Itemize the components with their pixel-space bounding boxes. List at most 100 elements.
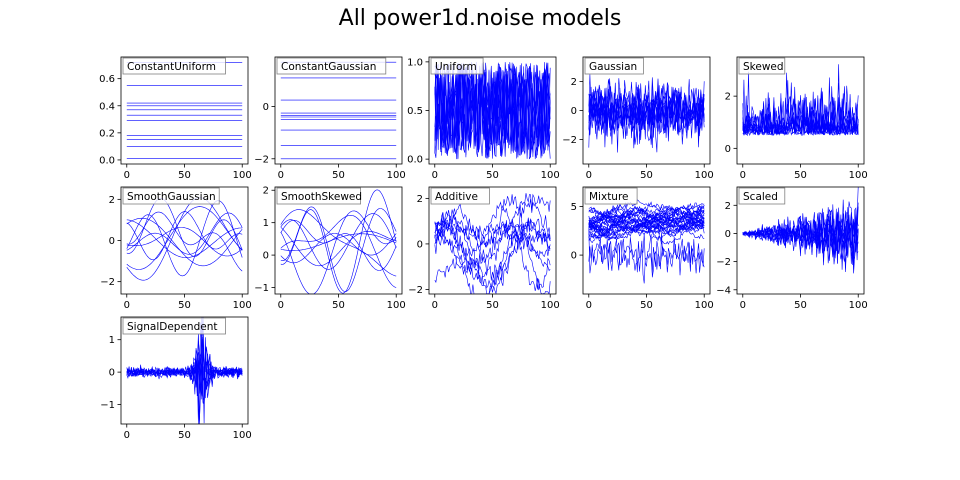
y-tick-label: 0 xyxy=(725,144,731,155)
series-line-5 xyxy=(280,233,397,251)
series-line-26 xyxy=(588,206,705,233)
subplot-smooth-skewed: 0 50 100 −1 0 1 2 SmoothSkewed xyxy=(254,186,406,311)
x-tick-label: 0 xyxy=(124,430,130,441)
subplot-additive: 0 50 100 −2 0 2 Additive xyxy=(408,186,560,311)
x-tick-label: 50 xyxy=(794,300,807,311)
x-tick-label: 0 xyxy=(278,170,284,181)
y-tick-label: 0 xyxy=(109,368,115,379)
x-tick-label: 50 xyxy=(178,300,191,311)
series-line-10 xyxy=(742,92,859,136)
series-line-10 xyxy=(126,206,243,270)
y-tick-label: −1 xyxy=(254,283,269,294)
series-line-10 xyxy=(434,62,551,160)
series-line-10 xyxy=(588,80,705,145)
panel-label: ConstantUniform xyxy=(127,61,216,73)
series-group xyxy=(126,317,243,424)
series-line-31 xyxy=(588,229,705,284)
series-line-10 xyxy=(434,217,551,272)
y-tick-label: 0.5 xyxy=(407,106,423,117)
panel-label-box xyxy=(276,57,387,75)
subplot-scaled: 0 50 100 −4 −2 0 2 Scaled xyxy=(716,186,868,311)
series-line-10 xyxy=(280,209,397,277)
series-line-7 xyxy=(126,337,243,424)
panel-label-box xyxy=(430,57,484,75)
series-line-3 xyxy=(280,206,397,293)
y-tick-label: 2 xyxy=(725,92,731,103)
subplot-skewed: 0 50 100 0 2 Skewed xyxy=(725,56,868,181)
series-group xyxy=(742,64,859,137)
subplot-constant-uniform: 0 50 100 0.0 0.2 0.4 0.6 ConstantUniform xyxy=(99,56,252,181)
series-line-2 xyxy=(434,213,551,294)
x-tick-label: 100 xyxy=(541,170,560,181)
x-tick-label: 50 xyxy=(332,300,345,311)
series-line-9 xyxy=(434,201,551,291)
series-line-8 xyxy=(742,79,859,136)
x-tick-label: 50 xyxy=(794,170,807,181)
series-line-9 xyxy=(126,198,243,257)
panel-label-box xyxy=(122,317,226,335)
panel-label-box xyxy=(122,187,220,205)
series-group xyxy=(588,74,705,153)
y-tick-label: −2 xyxy=(100,277,115,288)
y-tick-label: −2 xyxy=(716,257,731,268)
series-line-7 xyxy=(280,215,397,288)
panel-label: ConstantGaussian xyxy=(281,61,376,73)
x-tick-label: 100 xyxy=(233,300,252,311)
panel-label: Additive xyxy=(435,191,478,203)
series-line-5 xyxy=(434,193,551,284)
series-line-8 xyxy=(434,198,551,289)
y-tick-label: 1 xyxy=(263,218,269,229)
panel-label: Skewed xyxy=(743,61,784,73)
y-tick-label: 0 xyxy=(725,229,731,240)
y-tick-label: 0 xyxy=(571,251,577,262)
subplot-constant-gaussian: 0 50 100 −2 0 ConstantGaussian xyxy=(254,56,406,181)
y-tick-label: 1.0 xyxy=(407,57,423,68)
x-tick-label: 0 xyxy=(124,300,130,311)
y-tick-label: −2 xyxy=(562,135,577,146)
y-tick-label: 1 xyxy=(109,335,115,346)
series-line-30 xyxy=(588,209,705,227)
series-line-9 xyxy=(434,61,551,160)
y-tick-label: 0 xyxy=(417,239,423,250)
y-tick-label: 2 xyxy=(725,201,731,212)
series-group xyxy=(742,187,859,274)
series-group xyxy=(280,189,397,294)
series-line-2 xyxy=(126,200,243,277)
series-line-1 xyxy=(126,217,243,267)
y-tick-label: 2 xyxy=(109,195,115,206)
panel-label-box xyxy=(738,187,786,205)
series-line-27 xyxy=(588,208,705,234)
panel-label: SmoothSkewed xyxy=(281,191,362,203)
y-tick-label: 0.2 xyxy=(99,128,115,139)
series-line-2 xyxy=(280,210,397,294)
series-line-4 xyxy=(280,226,397,267)
y-tick-label: 0 xyxy=(571,106,577,117)
series-line-5 xyxy=(126,197,243,281)
series-line-29 xyxy=(588,202,705,240)
x-tick-label: 100 xyxy=(233,170,252,181)
series-line-10 xyxy=(742,209,859,261)
x-tick-label: 0 xyxy=(740,170,746,181)
y-tick-label: −4 xyxy=(716,285,731,296)
series-line-9 xyxy=(280,189,397,294)
x-tick-label: 50 xyxy=(178,170,191,181)
series-line-5 xyxy=(126,336,243,397)
x-tick-label: 100 xyxy=(695,170,714,181)
panel-label-box xyxy=(122,57,226,75)
subplot-smooth-gaussian: 0 50 100 −2 0 2 SmoothGaussian xyxy=(100,186,252,311)
subplot-uniform: 0 50 100 0.0 0.5 1.0 Uniform xyxy=(407,56,560,181)
y-tick-label: 0 xyxy=(263,251,269,262)
series-line-25 xyxy=(588,202,705,240)
x-tick-label: 100 xyxy=(233,430,252,441)
x-tick-label: 100 xyxy=(387,300,406,311)
y-tick-label: 2 xyxy=(417,194,423,205)
series-group xyxy=(588,199,705,284)
series-line-7 xyxy=(126,227,243,257)
panel-label: SmoothGaussian xyxy=(127,191,216,203)
panel-label: Gaussian xyxy=(589,61,637,73)
y-tick-label: −2 xyxy=(408,285,423,296)
series-line-3 xyxy=(434,217,551,251)
y-tick-label: 0.0 xyxy=(407,155,423,166)
panel-label: Scaled xyxy=(743,191,778,203)
